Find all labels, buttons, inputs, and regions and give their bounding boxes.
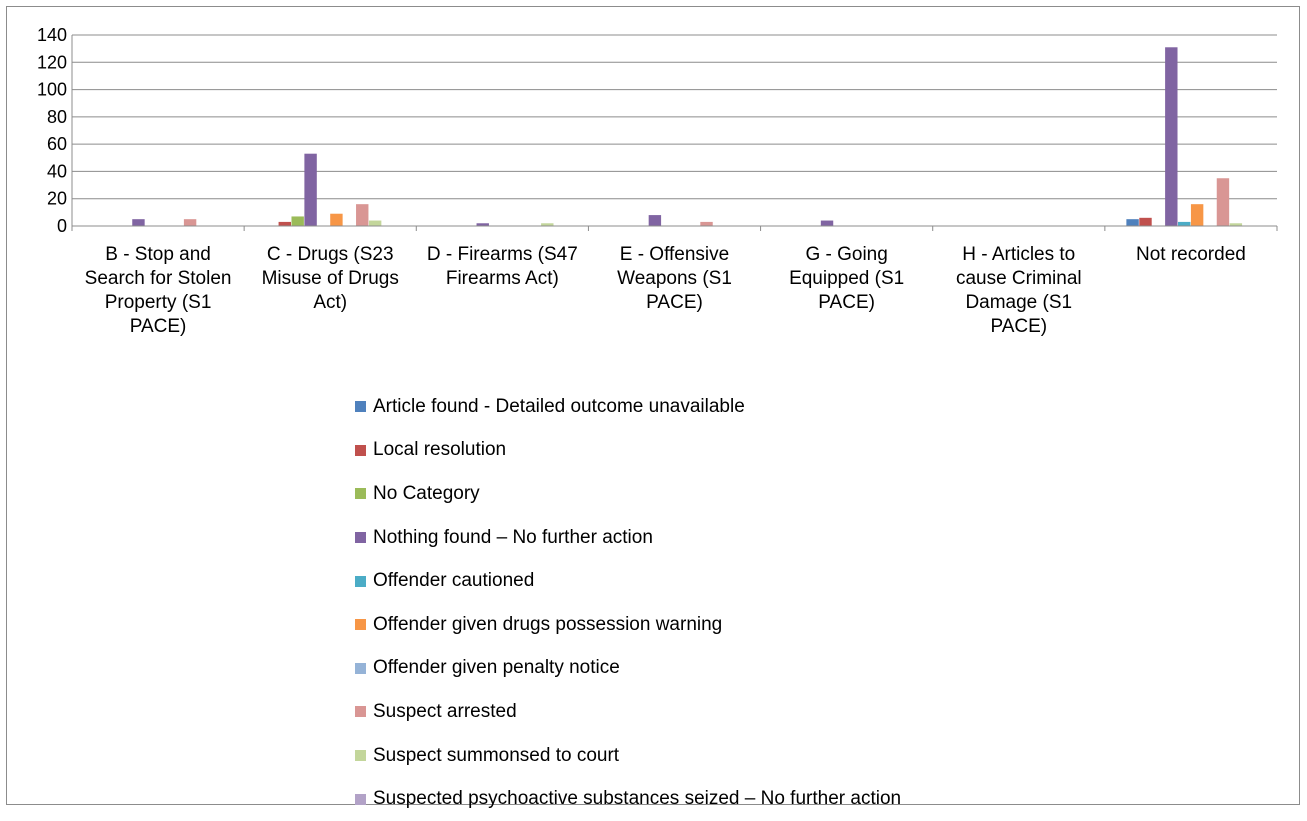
bar	[1229, 223, 1243, 226]
bar	[1165, 47, 1178, 227]
legend-swatch	[355, 706, 366, 718]
legend-swatch	[355, 401, 366, 413]
legend-swatch	[355, 444, 366, 456]
bar	[1190, 204, 1204, 226]
bar	[304, 153, 317, 226]
legend-swatch	[355, 575, 366, 587]
bar	[278, 221, 291, 226]
bar	[356, 204, 369, 226]
bar	[132, 219, 145, 226]
legend-item: Offender given penalty notice	[355, 647, 901, 691]
x-category-label: E - Offensive Weapons (S1 PACE)	[617, 244, 732, 313]
bar	[700, 221, 713, 226]
legend-item: Suspect arrested	[355, 690, 901, 734]
bar	[368, 220, 382, 226]
bar	[476, 223, 489, 226]
bar	[820, 220, 834, 226]
legend-label: Offender given drugs possession warning	[373, 613, 723, 635]
chart-frame: 0 20 40 60 80 100 120 140 B - Stop and Search fo…	[6, 6, 1300, 809]
gridlines	[72, 34, 1277, 200]
bar	[648, 215, 662, 226]
y-tick-label: 120	[37, 52, 67, 72]
bar	[1216, 178, 1230, 226]
legend-label: No Category	[373, 482, 480, 504]
legend-label: Suspected psychoactive substances seized…	[373, 788, 902, 810]
legend-label: Suspect arrested	[373, 700, 517, 722]
axes	[71, 35, 1278, 231]
y-tick-label: 40	[47, 161, 67, 181]
legend-item: Offender given drugs possession warning	[355, 603, 901, 647]
y-tick-label: 100	[37, 80, 67, 100]
x-category-label: G - Going Equipped (S1 PACE)	[789, 244, 905, 313]
legend-item: Offender cautioned	[355, 559, 901, 603]
bar	[1126, 219, 1139, 226]
legend-swatch	[355, 662, 366, 674]
legend-label: Offender cautioned	[373, 570, 535, 592]
y-tick-label: 20	[47, 189, 67, 209]
bar	[1139, 217, 1152, 226]
legend-label: Article found - Detailed outcome unavail…	[373, 395, 745, 417]
legend-item: Suspected psychoactive substances seized…	[355, 777, 901, 821]
legend-item: Suspect summonsed to court	[355, 734, 901, 778]
legend-label: Nothing found – No further action	[373, 526, 653, 548]
legend-swatch	[355, 532, 366, 544]
x-category-label: Not recorded	[1136, 244, 1246, 265]
legend-item: Nothing found – No further action	[355, 516, 901, 560]
legend-item: Article found - Detailed outcome unavail…	[355, 385, 901, 429]
x-category-label: B - Stop and Search for Stolen Property (S…	[84, 244, 232, 337]
x-category-label: H - Articles to cause Criminal Damage (S1 P…	[955, 244, 1082, 337]
bar	[291, 216, 304, 226]
legend-label: Local resolution	[373, 439, 507, 461]
bar-chart: 0 20 40 60 80 100 120 140	[37, 25, 1278, 236]
x-category-label: C - Drugs (S23 Misuse of Drugs Act)	[261, 244, 399, 313]
bars	[132, 47, 1243, 227]
legend-item: Local resolution	[355, 429, 901, 473]
legend-label: Offender given penalty notice	[373, 657, 620, 679]
x-category-label: D - Firearms (S47 Firearms Act)	[426, 244, 578, 289]
y-tick-label: 0	[57, 216, 67, 236]
bar	[183, 219, 197, 226]
bar	[1178, 221, 1191, 226]
bar	[330, 213, 343, 226]
legend: Article found - Detailed outcome unavail…	[355, 385, 901, 821]
y-tick-label: 80	[47, 107, 67, 127]
bar	[541, 223, 554, 226]
legend-swatch	[355, 793, 366, 805]
legend-label: Suspect summonsed to court	[373, 744, 620, 766]
legend-swatch	[355, 619, 366, 631]
legend-swatch	[355, 750, 366, 762]
legend-swatch	[355, 488, 366, 500]
y-axis-tick-labels: 0 20 40 60 80 100 120 140	[37, 25, 67, 236]
y-tick-label: 60	[47, 134, 67, 154]
y-tick-label: 140	[37, 25, 67, 45]
legend-item: No Category	[355, 472, 901, 516]
